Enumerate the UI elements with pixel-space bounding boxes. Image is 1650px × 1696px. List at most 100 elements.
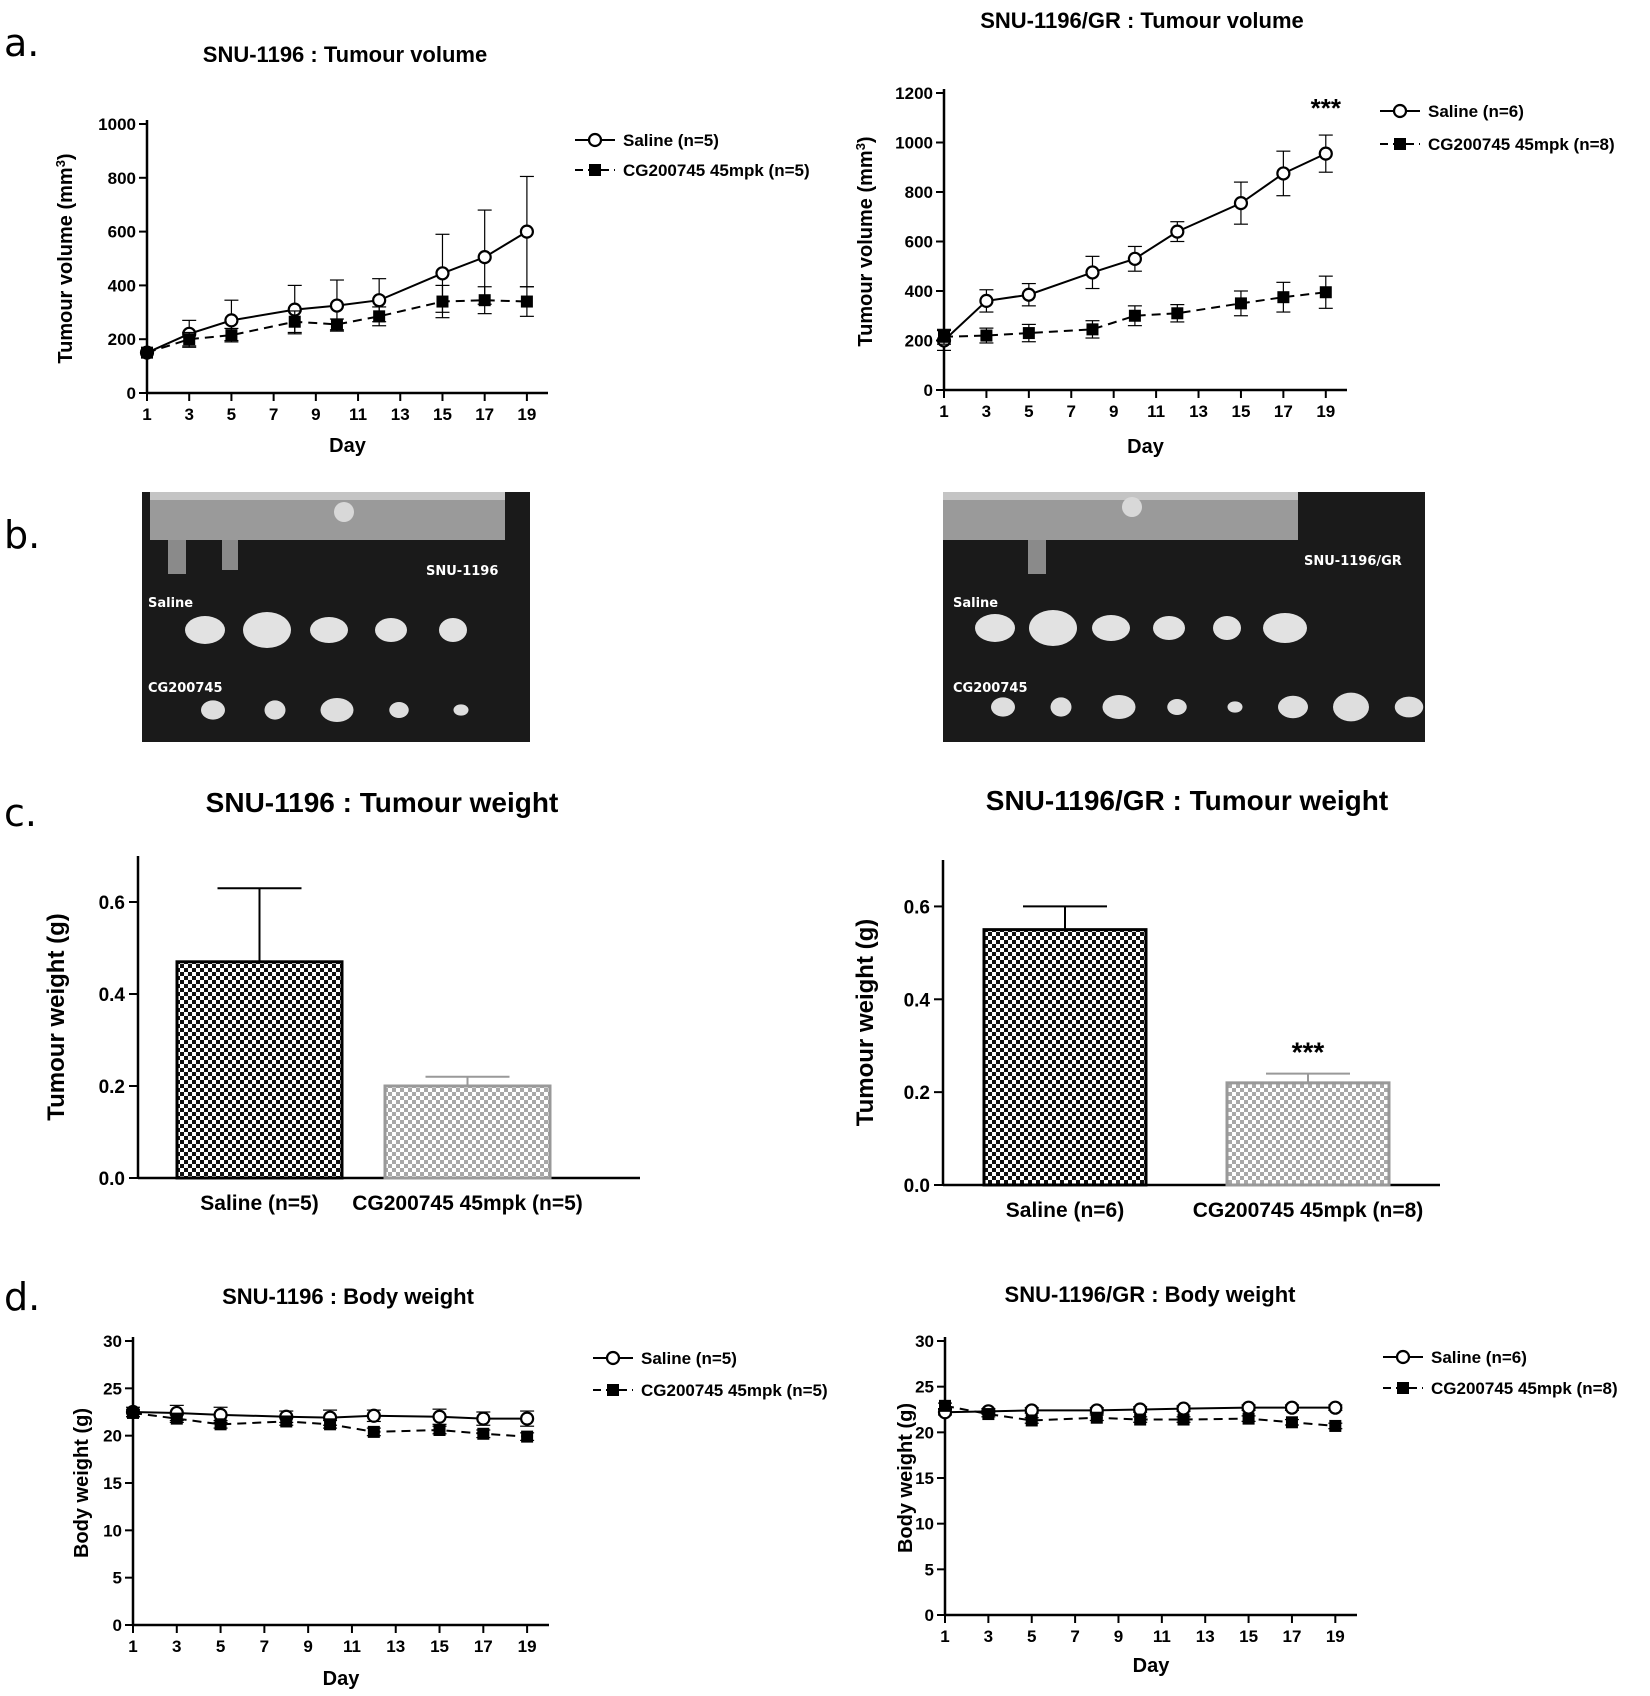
chart-tumour-volume-snu1196: SNU-1196 : Tumour volume 0 200 400 600 800 100… [53, 42, 810, 457]
x-tick-label: 19 [517, 405, 536, 424]
legend-marker [607, 1384, 619, 1396]
legend-marker [1392, 103, 1408, 119]
data-point [477, 1427, 490, 1440]
bar-saline: Saline (n=5) [175, 887, 344, 1215]
data-point [1284, 1400, 1300, 1415]
y-tick-label: 15 [915, 1469, 934, 1488]
data-point [329, 298, 345, 313]
legend-marker [1395, 1349, 1411, 1365]
x-tick-label: 3 [984, 1627, 993, 1646]
category-label: Saline (n=6) [1006, 1199, 1124, 1222]
tumour-blob-drug [1167, 699, 1187, 715]
tumour-blob-saline [310, 617, 348, 643]
tumour-blob-saline [1213, 616, 1241, 640]
data-point [521, 1430, 534, 1443]
x-tick-label: 9 [1114, 1627, 1123, 1646]
data-point [280, 1415, 293, 1428]
x-tick-label: 9 [303, 1637, 312, 1656]
x-tick-label: 1 [142, 405, 151, 424]
data-point [183, 333, 196, 346]
tumour-photo-snu1196: Saline CG200745 SNU-1196 [142, 492, 530, 742]
data-point [520, 1411, 535, 1426]
y-tick-label: 20 [915, 1423, 934, 1442]
chart-title: SNU-1196 : Tumour weight [206, 787, 559, 818]
y-tick-label: 1000 [98, 115, 136, 134]
x-tick-label: 9 [1109, 402, 1118, 421]
y-tick-label: 600 [108, 223, 136, 242]
x-axis-label: Day [329, 435, 367, 457]
series-saline: Saline (n=6) [936, 102, 1524, 351]
data-point [1234, 297, 1247, 310]
data-point [288, 315, 301, 328]
data-point [432, 1409, 447, 1424]
legend-label: Saline (n=6) [1428, 102, 1524, 121]
y-tick-label: 15 [103, 1474, 122, 1493]
data-point [980, 329, 993, 342]
x-tick-label: 1 [939, 402, 948, 421]
data-point [1090, 1411, 1103, 1424]
data-point [1171, 307, 1184, 320]
legend-label: Saline (n=5) [641, 1349, 737, 1368]
x-tick-label: 13 [386, 1637, 405, 1656]
caliper-icon [943, 492, 1298, 574]
y-tick-label: 600 [905, 233, 933, 252]
x-tick-label: 17 [474, 1637, 493, 1656]
data-point [1285, 1416, 1298, 1429]
x-tick-label: 11 [343, 1637, 361, 1656]
y-tick-label: 5 [925, 1560, 934, 1579]
legend-label: CG200745 45mpk (n=5) [641, 1381, 828, 1400]
data-point [1241, 1400, 1256, 1415]
y-axis-label: Tumour weight (g) [43, 913, 70, 1121]
panel-letter-d: d. [4, 1275, 40, 1319]
legend-marker [587, 132, 603, 148]
x-tick-label: 15 [430, 1637, 449, 1656]
x-tick-label: 11 [1153, 1627, 1171, 1646]
y-tick-label: 0.0 [99, 1169, 125, 1190]
tumour-blob-saline [1092, 615, 1130, 641]
x-tick-label: 13 [1196, 1627, 1215, 1646]
x-tick-label: 15 [433, 405, 452, 424]
data-point [1085, 265, 1100, 280]
data-point [1086, 323, 1099, 336]
bar-rect [383, 1084, 552, 1180]
y-tick-label: 800 [108, 169, 136, 188]
data-point [1329, 1419, 1342, 1432]
x-axis-label: Day [323, 1668, 361, 1690]
tumour-blob-drug [1102, 695, 1136, 719]
chart-title: SNU-1196 : Body weight [222, 1284, 475, 1309]
panel-letter-b: b. [4, 513, 40, 557]
tumour-blob-saline [375, 618, 407, 642]
tumour-blob-drug [201, 700, 225, 720]
series-saline: Saline (n=6) [937, 1348, 1527, 1420]
data-point [141, 346, 153, 359]
x-tick-label: 1 [940, 1627, 949, 1646]
data-point [476, 1411, 491, 1426]
y-tick-label: 1200 [895, 84, 933, 103]
data-point [1276, 166, 1291, 181]
data-point [1319, 286, 1332, 299]
y-tick-label: 30 [915, 1332, 934, 1351]
x-tick-label: 3 [172, 1637, 181, 1656]
data-point [938, 330, 950, 343]
y-tick-label: 800 [905, 183, 933, 202]
x-tick-label: 17 [1274, 402, 1293, 421]
x-tick-label: 3 [184, 405, 193, 424]
y-tick-label: 0.4 [99, 985, 126, 1006]
legend-marker [605, 1350, 621, 1366]
tumour-blob-drug [320, 698, 354, 722]
photo-label-drug: CG200745 [953, 681, 1027, 696]
y-tick-label: 25 [103, 1379, 122, 1398]
y-tick-label: 0 [925, 1606, 934, 1625]
tumour-blob-drug [389, 702, 409, 718]
tumour-blob-drug [1227, 701, 1243, 713]
caliper-icon [150, 492, 505, 574]
data-point [435, 266, 450, 281]
tumour-blob-drug [1333, 692, 1369, 722]
y-tick-label: 400 [108, 276, 136, 295]
data-point [1025, 1414, 1038, 1427]
chart-tumour-weight-snu1196: SNU-1196 : Tumour weight 0.0 0.2 0.4 0.6 Tumo… [43, 787, 640, 1215]
bar-rect [1225, 1081, 1391, 1187]
legend-marker [1397, 1382, 1409, 1394]
y-tick-label: 200 [905, 332, 933, 351]
